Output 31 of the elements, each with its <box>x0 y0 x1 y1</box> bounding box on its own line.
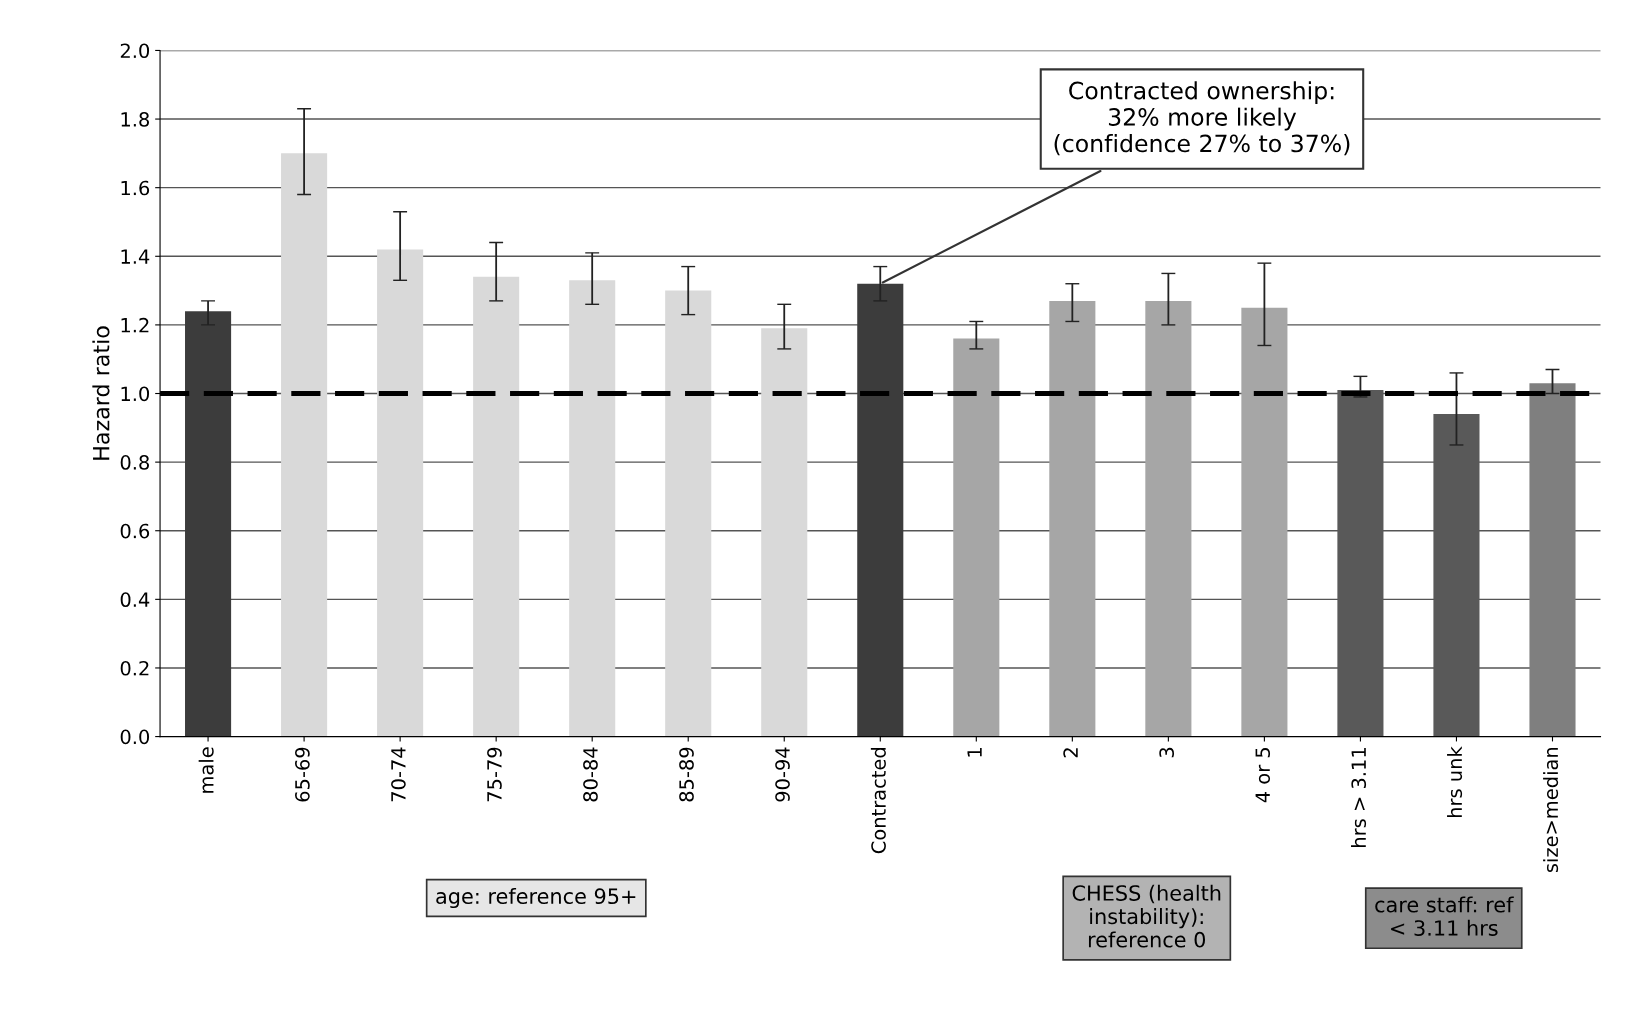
y-tick-label: 0.2 <box>120 660 149 676</box>
y-tick-label: 0.4 <box>120 592 150 608</box>
y-tick-label: 1.4 <box>121 249 150 264</box>
x-tick-label: hrs > 3.11 <box>1351 748 1367 847</box>
annotation: Contracted ownership: 32% more likely (confidence 27% to 37%) <box>1054 81 1350 156</box>
y-tick-label: 1.6 <box>121 180 150 196</box>
x-tick-label: 1 <box>967 748 982 757</box>
y-tick-label: 0.8 <box>120 455 149 470</box>
y-tick-label: 0.6 <box>120 523 150 539</box>
x-tick-label: size>median <box>1543 747 1559 873</box>
x-tick-label: 3 <box>1159 747 1175 758</box>
x-tick-label: 4 or 5 <box>1255 747 1271 803</box>
x-tick-label: 85-89 <box>679 747 694 802</box>
text: CHESS (health instability): reference 0 <box>1072 884 1221 948</box>
x-tick-label: 75-79 <box>487 747 502 802</box>
x-tick-label: 90-94 <box>775 747 790 802</box>
y-tick-label: 1.0 <box>121 386 150 402</box>
y-axis-title: Hazard ratio <box>92 326 110 460</box>
x-tick-label: 2 <box>1063 748 1078 758</box>
x-tick-label: 70-74 <box>391 747 406 802</box>
y-tick-label: 0.0 <box>120 729 150 745</box>
x-tick-label: hrs unk <box>1447 746 1463 818</box>
y-tick-label: 2.0 <box>120 43 150 59</box>
x-tick-label: 80-84 <box>583 747 598 802</box>
text: age: reference 95+ <box>436 887 636 909</box>
y-tick-label: 1.2 <box>121 317 149 333</box>
x-tick-label: Contracted <box>870 748 886 854</box>
y-tick-label: 1.8 <box>121 112 149 127</box>
x-tick-label: 65-69 <box>295 747 310 802</box>
text: care staff: ref < 3.11 hrs <box>1375 896 1514 936</box>
x-tick-label: male <box>198 747 214 793</box>
